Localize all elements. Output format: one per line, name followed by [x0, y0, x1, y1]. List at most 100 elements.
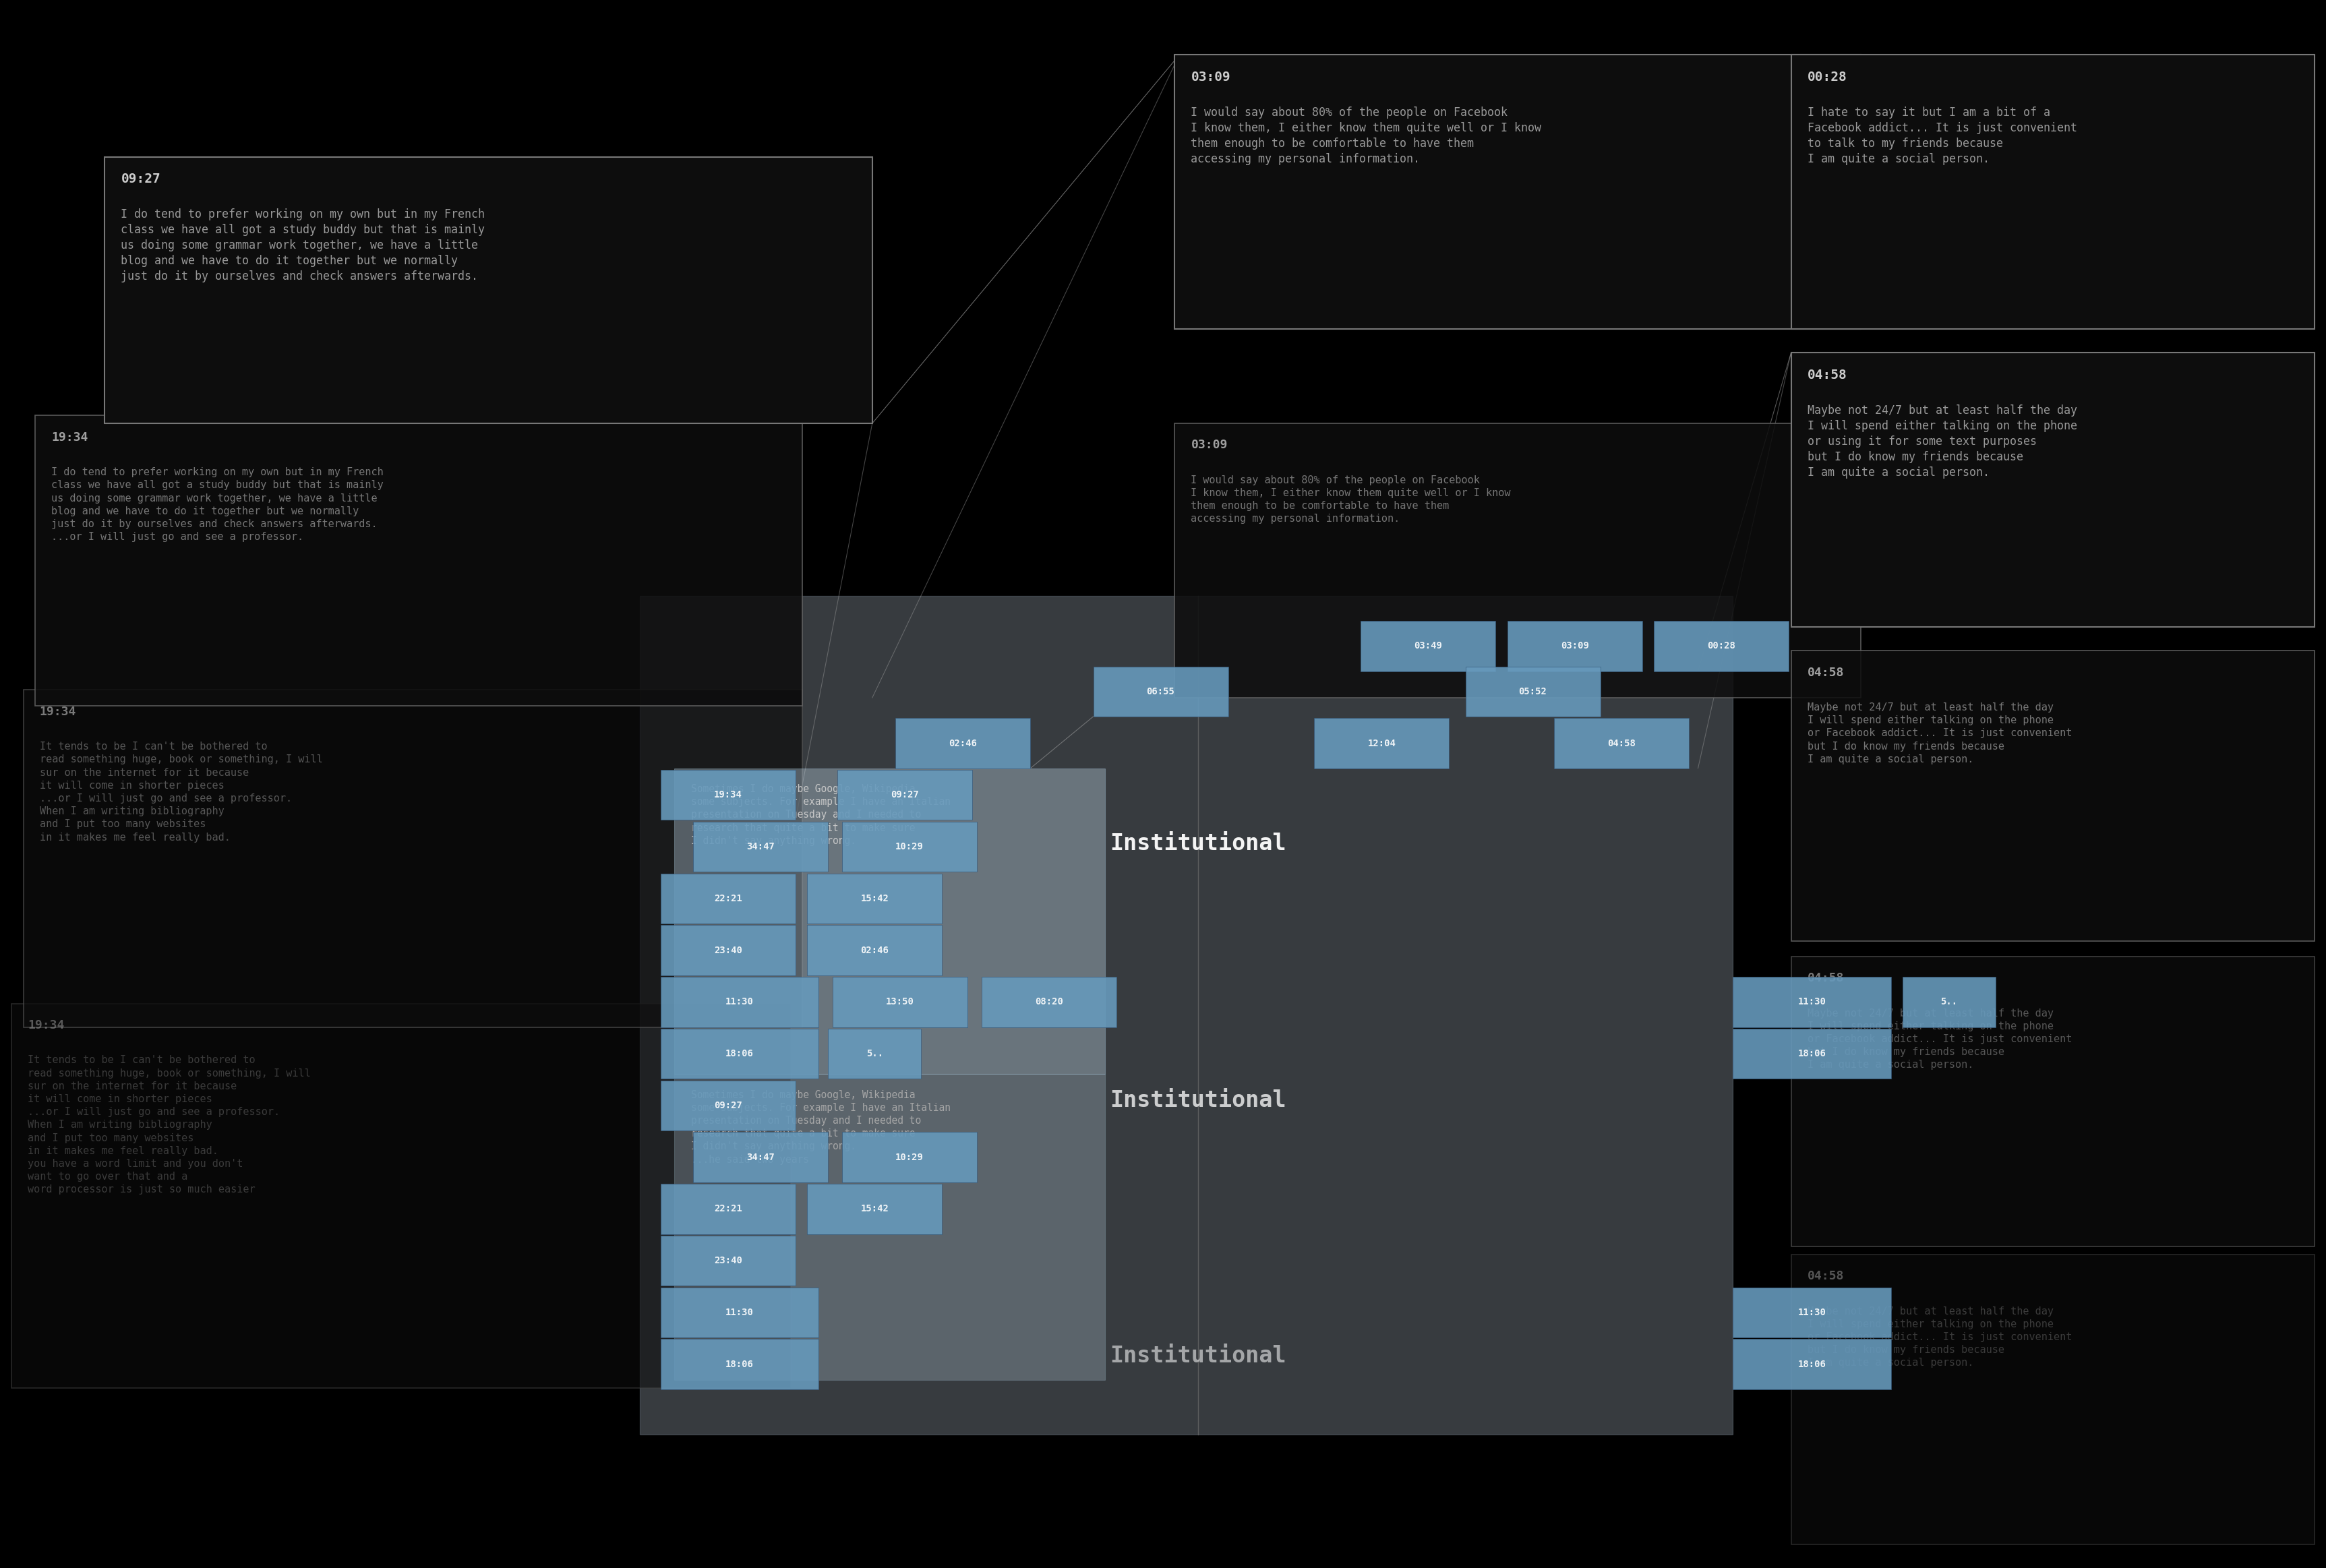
FancyBboxPatch shape [842, 822, 977, 872]
Text: 10:29: 10:29 [896, 842, 923, 851]
Text: 18:06: 18:06 [1798, 1359, 1826, 1369]
FancyBboxPatch shape [661, 873, 795, 924]
FancyBboxPatch shape [661, 1184, 795, 1234]
Text: 00:28: 00:28 [1707, 641, 1735, 651]
Text: I hate to say it but I am a bit of a
Facebook addict... It is just convenient
to: I hate to say it but I am a bit of a Fac… [1807, 107, 2077, 165]
Text: 02:46: 02:46 [861, 946, 889, 955]
Text: 22:21: 22:21 [714, 1204, 742, 1214]
Text: I do tend to prefer working on my own but in my French
class we have all got a s: I do tend to prefer working on my own bu… [121, 209, 486, 282]
FancyBboxPatch shape [1507, 621, 1642, 671]
FancyBboxPatch shape [693, 1132, 828, 1182]
FancyBboxPatch shape [807, 925, 942, 975]
FancyBboxPatch shape [23, 690, 802, 1027]
FancyBboxPatch shape [1791, 55, 2314, 329]
Text: Maybe not 24/7 but at least half the day
I will spend either talking on the phon: Maybe not 24/7 but at least half the day… [1807, 1008, 2072, 1069]
Text: It tends to be I can't be bothered to
read something huge, book or something, I : It tends to be I can't be bothered to re… [28, 1055, 312, 1195]
FancyBboxPatch shape [1175, 55, 1861, 329]
Text: 34:47: 34:47 [747, 1152, 775, 1162]
FancyBboxPatch shape [661, 1236, 795, 1286]
Text: 19:34: 19:34 [714, 790, 742, 800]
Text: 04:58: 04:58 [1607, 739, 1635, 748]
Text: Institutional: Institutional [1110, 1345, 1286, 1367]
FancyBboxPatch shape [1903, 977, 1996, 1027]
Text: I would say about 80% of the people on Facebook
I know them, I either know them : I would say about 80% of the people on F… [1191, 475, 1512, 524]
Text: 09:27: 09:27 [121, 172, 160, 185]
Text: Institutional: Institutional [1110, 833, 1286, 855]
FancyBboxPatch shape [12, 1004, 791, 1388]
Text: 12:04: 12:04 [1368, 739, 1396, 748]
Text: 19:34: 19:34 [51, 431, 88, 444]
FancyBboxPatch shape [833, 977, 968, 1027]
Text: 18:06: 18:06 [1798, 1049, 1826, 1058]
Text: 34:47: 34:47 [747, 842, 775, 851]
FancyBboxPatch shape [1733, 1287, 1891, 1338]
FancyBboxPatch shape [1314, 718, 1449, 768]
Text: 23:40: 23:40 [714, 1256, 742, 1265]
FancyBboxPatch shape [35, 416, 802, 706]
Text: 00:28: 00:28 [1807, 71, 1847, 83]
Text: 11:30: 11:30 [726, 997, 754, 1007]
Text: 19:34: 19:34 [28, 1019, 65, 1032]
FancyBboxPatch shape [661, 1339, 819, 1389]
FancyBboxPatch shape [842, 1132, 977, 1182]
Text: 5..: 5.. [1940, 997, 1958, 1007]
Text: 05:52: 05:52 [1519, 687, 1547, 696]
FancyBboxPatch shape [675, 1074, 1105, 1380]
FancyBboxPatch shape [896, 718, 1030, 768]
Text: It tends to be I can't be bothered to
read something huge, book or something, I : It tends to be I can't be bothered to re… [40, 742, 323, 842]
Text: Sometimes I do maybe Google, Wikipedia
some subjects. For example I have an Ital: Sometimes I do maybe Google, Wikipedia s… [691, 784, 951, 845]
FancyBboxPatch shape [661, 1287, 819, 1338]
FancyBboxPatch shape [1791, 956, 2314, 1247]
FancyBboxPatch shape [1093, 666, 1228, 717]
FancyBboxPatch shape [1175, 423, 1861, 698]
Text: 11:30: 11:30 [1798, 997, 1826, 1007]
FancyBboxPatch shape [1554, 718, 1689, 768]
FancyBboxPatch shape [661, 977, 819, 1027]
FancyBboxPatch shape [807, 1184, 942, 1234]
FancyBboxPatch shape [640, 596, 1733, 1435]
FancyBboxPatch shape [807, 873, 942, 924]
Text: I do tend to prefer working on my own but in my French
class we have all got a s: I do tend to prefer working on my own bu… [51, 467, 384, 543]
Text: 19:34: 19:34 [40, 706, 77, 718]
Text: Sometimes I do maybe Google, Wikipedia
some subjects. For example I have an Ital: Sometimes I do maybe Google, Wikipedia s… [691, 1090, 951, 1165]
FancyBboxPatch shape [105, 157, 872, 423]
Text: 03:09: 03:09 [1191, 71, 1230, 83]
Text: Institutional: Institutional [1110, 1090, 1286, 1112]
Text: 10:29: 10:29 [896, 1152, 923, 1162]
Text: 04:58: 04:58 [1807, 1270, 1845, 1283]
Text: 06:55: 06:55 [1147, 687, 1175, 696]
Text: 15:42: 15:42 [861, 1204, 889, 1214]
Text: 23:40: 23:40 [714, 946, 742, 955]
Text: Maybe not 24/7 but at least half the day
I will spend either talking on the phon: Maybe not 24/7 but at least half the day… [1807, 702, 2072, 764]
FancyBboxPatch shape [1654, 621, 1789, 671]
FancyBboxPatch shape [693, 822, 828, 872]
FancyBboxPatch shape [1361, 621, 1496, 671]
Text: 22:21: 22:21 [714, 894, 742, 903]
Text: 18:06: 18:06 [726, 1049, 754, 1058]
Text: 11:30: 11:30 [726, 1308, 754, 1317]
Text: 04:58: 04:58 [1807, 972, 1845, 985]
Text: Maybe not 24/7 but at least half the day
I will spend either talking on the phon: Maybe not 24/7 but at least half the day… [1807, 405, 2077, 478]
Text: 18:06: 18:06 [726, 1359, 754, 1369]
Text: 13:50: 13:50 [886, 997, 914, 1007]
Text: I would say about 80% of the people on Facebook
I know them, I either know them : I would say about 80% of the people on F… [1191, 107, 1542, 165]
FancyBboxPatch shape [1733, 1029, 1891, 1079]
Text: 5..: 5.. [865, 1049, 884, 1058]
FancyBboxPatch shape [661, 770, 795, 820]
Text: 09:27: 09:27 [714, 1101, 742, 1110]
Text: 02:46: 02:46 [949, 739, 977, 748]
FancyBboxPatch shape [1791, 651, 2314, 941]
Text: 03:49: 03:49 [1414, 641, 1442, 651]
FancyBboxPatch shape [982, 977, 1116, 1027]
Text: 08:20: 08:20 [1035, 997, 1063, 1007]
Text: 11:30: 11:30 [1798, 1308, 1826, 1317]
FancyBboxPatch shape [837, 770, 972, 820]
Text: 04:58: 04:58 [1807, 666, 1845, 679]
FancyBboxPatch shape [675, 768, 1105, 1074]
FancyBboxPatch shape [661, 925, 795, 975]
FancyBboxPatch shape [661, 1080, 795, 1131]
FancyBboxPatch shape [1791, 1254, 2314, 1544]
Text: 09:27: 09:27 [891, 790, 919, 800]
FancyBboxPatch shape [1733, 1339, 1891, 1389]
FancyBboxPatch shape [1733, 977, 1891, 1027]
